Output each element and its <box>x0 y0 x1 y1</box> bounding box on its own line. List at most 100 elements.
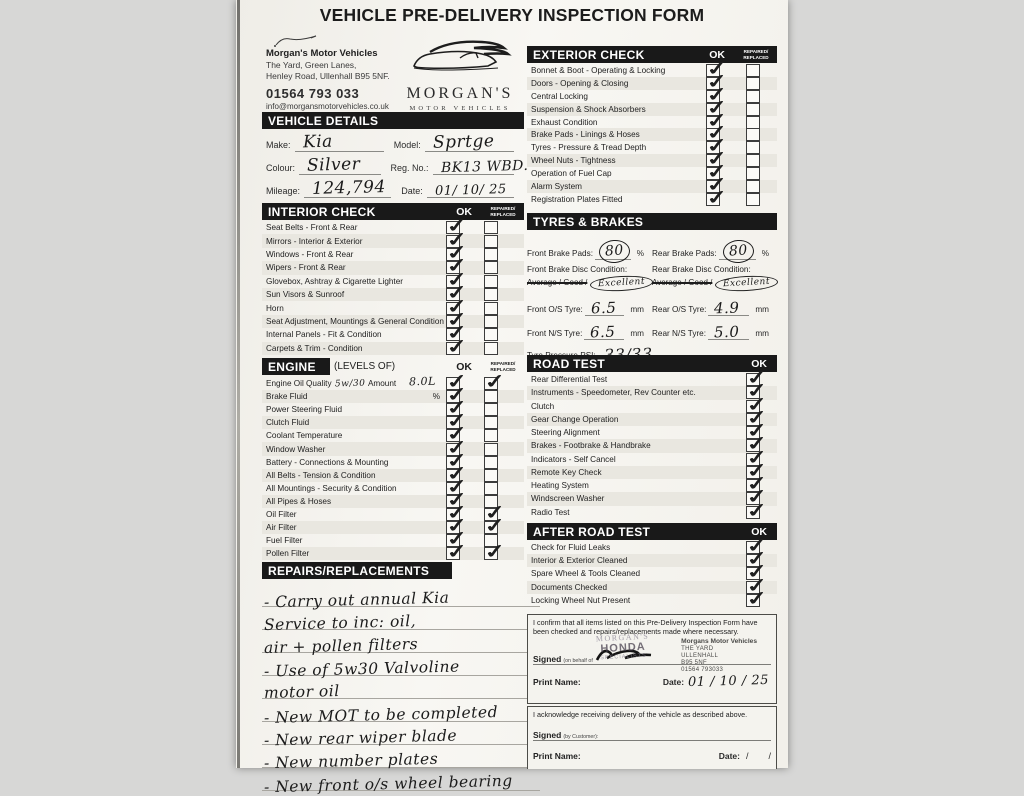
reg-label: Reg. No.: <box>390 163 429 173</box>
item-label: Pollen Filter <box>266 549 310 559</box>
item-label: Battery - Connections & Mounting <box>266 457 389 467</box>
repaired-checkbox <box>484 314 498 328</box>
repaired-checkbox <box>484 429 498 443</box>
repaired-checkbox <box>484 547 498 561</box>
signed-label: Signed <box>533 730 562 741</box>
rear-brake-pads-field: 80 <box>718 233 756 265</box>
logo-wordmark: MORGAN'S <box>406 85 514 102</box>
mileage-value: 124,794 <box>311 177 387 199</box>
item-label: Brakes - Footbrake & Handbrake <box>531 441 651 451</box>
ok-checkbox <box>446 341 460 355</box>
item-label: Radio Test <box>531 507 570 517</box>
checklist-row: Horn <box>262 301 524 315</box>
unit-label: mm <box>755 305 769 314</box>
section-subtitle: (LEVELS OF) <box>334 361 396 372</box>
checklist-row: Documents Checked <box>527 580 777 594</box>
item-label: Doors - Opening & Closing <box>531 78 629 88</box>
repaired-column-header: REPAIRED/REPLACED <box>490 206 516 217</box>
ok-checkbox <box>706 192 720 206</box>
item-label: Brake Pads - Linings & Hoses <box>531 130 640 140</box>
section-title: TYRES & BRAKES <box>533 214 644 229</box>
repaired-checkbox <box>746 141 760 155</box>
rear-disc-label: Rear Brake Disc Condition: <box>652 265 751 274</box>
checklist-row: Pollen Filter <box>262 547 524 561</box>
item-label: Seat Adjustment, Mountings & General Con… <box>266 316 444 326</box>
item-label: Air Filter <box>266 523 297 533</box>
dealer-confirmation-box: I confirm that all items listed on this … <box>527 614 777 704</box>
item-label: Mirrors - Interior & Exterior <box>266 236 363 246</box>
repaired-checkbox <box>746 102 760 116</box>
repaired-checkbox <box>484 521 498 535</box>
ns-tyre-row: Front N/S Tyre: 6.5 mm Rear N/S Tyre: 5.… <box>527 318 777 342</box>
item-label: Rear Differential Test <box>531 375 608 385</box>
checklist-row: Engine Oil Quality 5w/30 Amount 8.0L <box>262 375 524 391</box>
engine-header: ENGINE (LEVELS OF) OK REPAIRED/REPLACED <box>262 358 524 375</box>
colour-label: Colour: <box>266 163 296 173</box>
item-label: Indicators - Self Cancel <box>531 454 616 464</box>
checklist-row: Windscreen Washer <box>527 492 777 506</box>
section-title: AFTER ROAD TEST <box>533 524 651 539</box>
disc-condition-options-row: Average / Good / Excellent Average / Goo… <box>527 273 778 293</box>
item-label: Window Washer <box>266 444 326 454</box>
repaired-checkbox <box>484 288 498 302</box>
make-label: Make: <box>266 140 291 150</box>
front-ns-label: Front N/S Tyre: <box>527 329 583 338</box>
company-address-line1: The Yard, Green Lanes, <box>266 59 357 70</box>
brake-pads-row: Front Brake Pads: 80 % Rear Brake Pads: … <box>527 233 777 265</box>
form-title: VEHICLE PRE-DELIVERY INSPECTION FORM <box>319 5 705 25</box>
ok-checkbox <box>446 547 460 561</box>
section-title: ROAD TEST <box>533 356 606 371</box>
repaired-checkbox <box>484 341 498 355</box>
item-label: Fuel Filter <box>266 536 303 546</box>
ruled-line: - New number plates <box>262 745 540 772</box>
print-name-label: Print Name: <box>533 751 581 762</box>
item-label: Coolant Temperature <box>266 431 343 441</box>
item-label: Gear Change Operation <box>531 414 619 424</box>
checklist-row: Battery - Connections & Mounting <box>262 455 524 469</box>
circled-excellent: Excellent <box>714 273 778 293</box>
repaired-checkbox <box>484 416 498 430</box>
checklist-row: Sun Visors & Sunroof <box>262 287 524 302</box>
os-tyre-row: Front O/S Tyre: 6.5 mm Rear O/S Tyre: 4.… <box>527 294 777 318</box>
front-brake-pads-value: 80 <box>598 238 631 265</box>
checklist-row: Wheel Nuts - Tightness <box>527 154 777 168</box>
section-title: VEHICLE DETAILS <box>268 113 379 128</box>
item-label: Engine Oil Quality <box>266 379 332 389</box>
repaired-checkbox <box>484 328 498 342</box>
after-road-test-list: Check for Fluid Leaks Interior & Exterio… <box>527 541 777 607</box>
checklist-row: Operation of Fuel Cap <box>527 167 777 181</box>
company-info: Morgan's Motor Vehicles The Yard, Green … <box>266 48 416 112</box>
signature-scribble <box>595 649 651 661</box>
front-os-label: Front O/S Tyre: <box>527 305 583 314</box>
item-label: Suspension & Shock Absorbers <box>531 104 646 114</box>
repaired-checkbox <box>746 179 760 193</box>
ruled-line: - New front o/s wheel bearing <box>262 768 540 796</box>
section-title: REPAIRS/REPLACEMENTS <box>268 563 430 578</box>
exterior-check-header: EXTERIOR CHECK OK REPAIRED/REPLACED <box>527 46 777 63</box>
repaired-checkbox <box>484 481 498 495</box>
repaired-checkbox <box>484 377 498 391</box>
checklist-row: Seat Adjustment, Mountings & General Con… <box>262 314 524 329</box>
checklist-row: Rear Differential Test <box>527 373 777 387</box>
checklist-row: Radio Test <box>527 505 777 519</box>
item-label: Internal Panels - Fit & Condition <box>266 330 382 340</box>
checklist-row: All Mountings - Security & Condition <box>262 481 524 495</box>
item-label: Operation of Fuel Cap <box>531 169 612 179</box>
exterior-check-list: Bonnet & Boot - Operating & Locking Door… <box>527 63 777 206</box>
checklist-row: Brakes - Footbrake & Handbrake <box>527 439 777 453</box>
repaired-checkbox <box>484 221 498 235</box>
front-os-value: 6.5 <box>590 298 617 318</box>
unit-label: % <box>636 249 644 258</box>
company-phone: 01564 793 033 <box>266 86 360 102</box>
repaired-checkbox <box>484 261 498 275</box>
check-mark <box>747 597 759 608</box>
date-slashes: / / <box>745 751 771 762</box>
repaired-checkbox <box>484 455 498 469</box>
check-mark <box>485 550 497 561</box>
handwritten-date: 01 / 10 / 25 <box>687 672 770 690</box>
checklist-row: Power Steering Fluid <box>262 403 524 417</box>
dealer-signed-row: Signed (on behalf of Morgans Motor Vehic… <box>533 638 771 673</box>
checklist-row: Clutch Fluid <box>262 416 524 430</box>
ruled-line: air + pollen filters <box>262 630 540 657</box>
checklist-row: Interior & Exterior Cleaned <box>527 554 777 568</box>
